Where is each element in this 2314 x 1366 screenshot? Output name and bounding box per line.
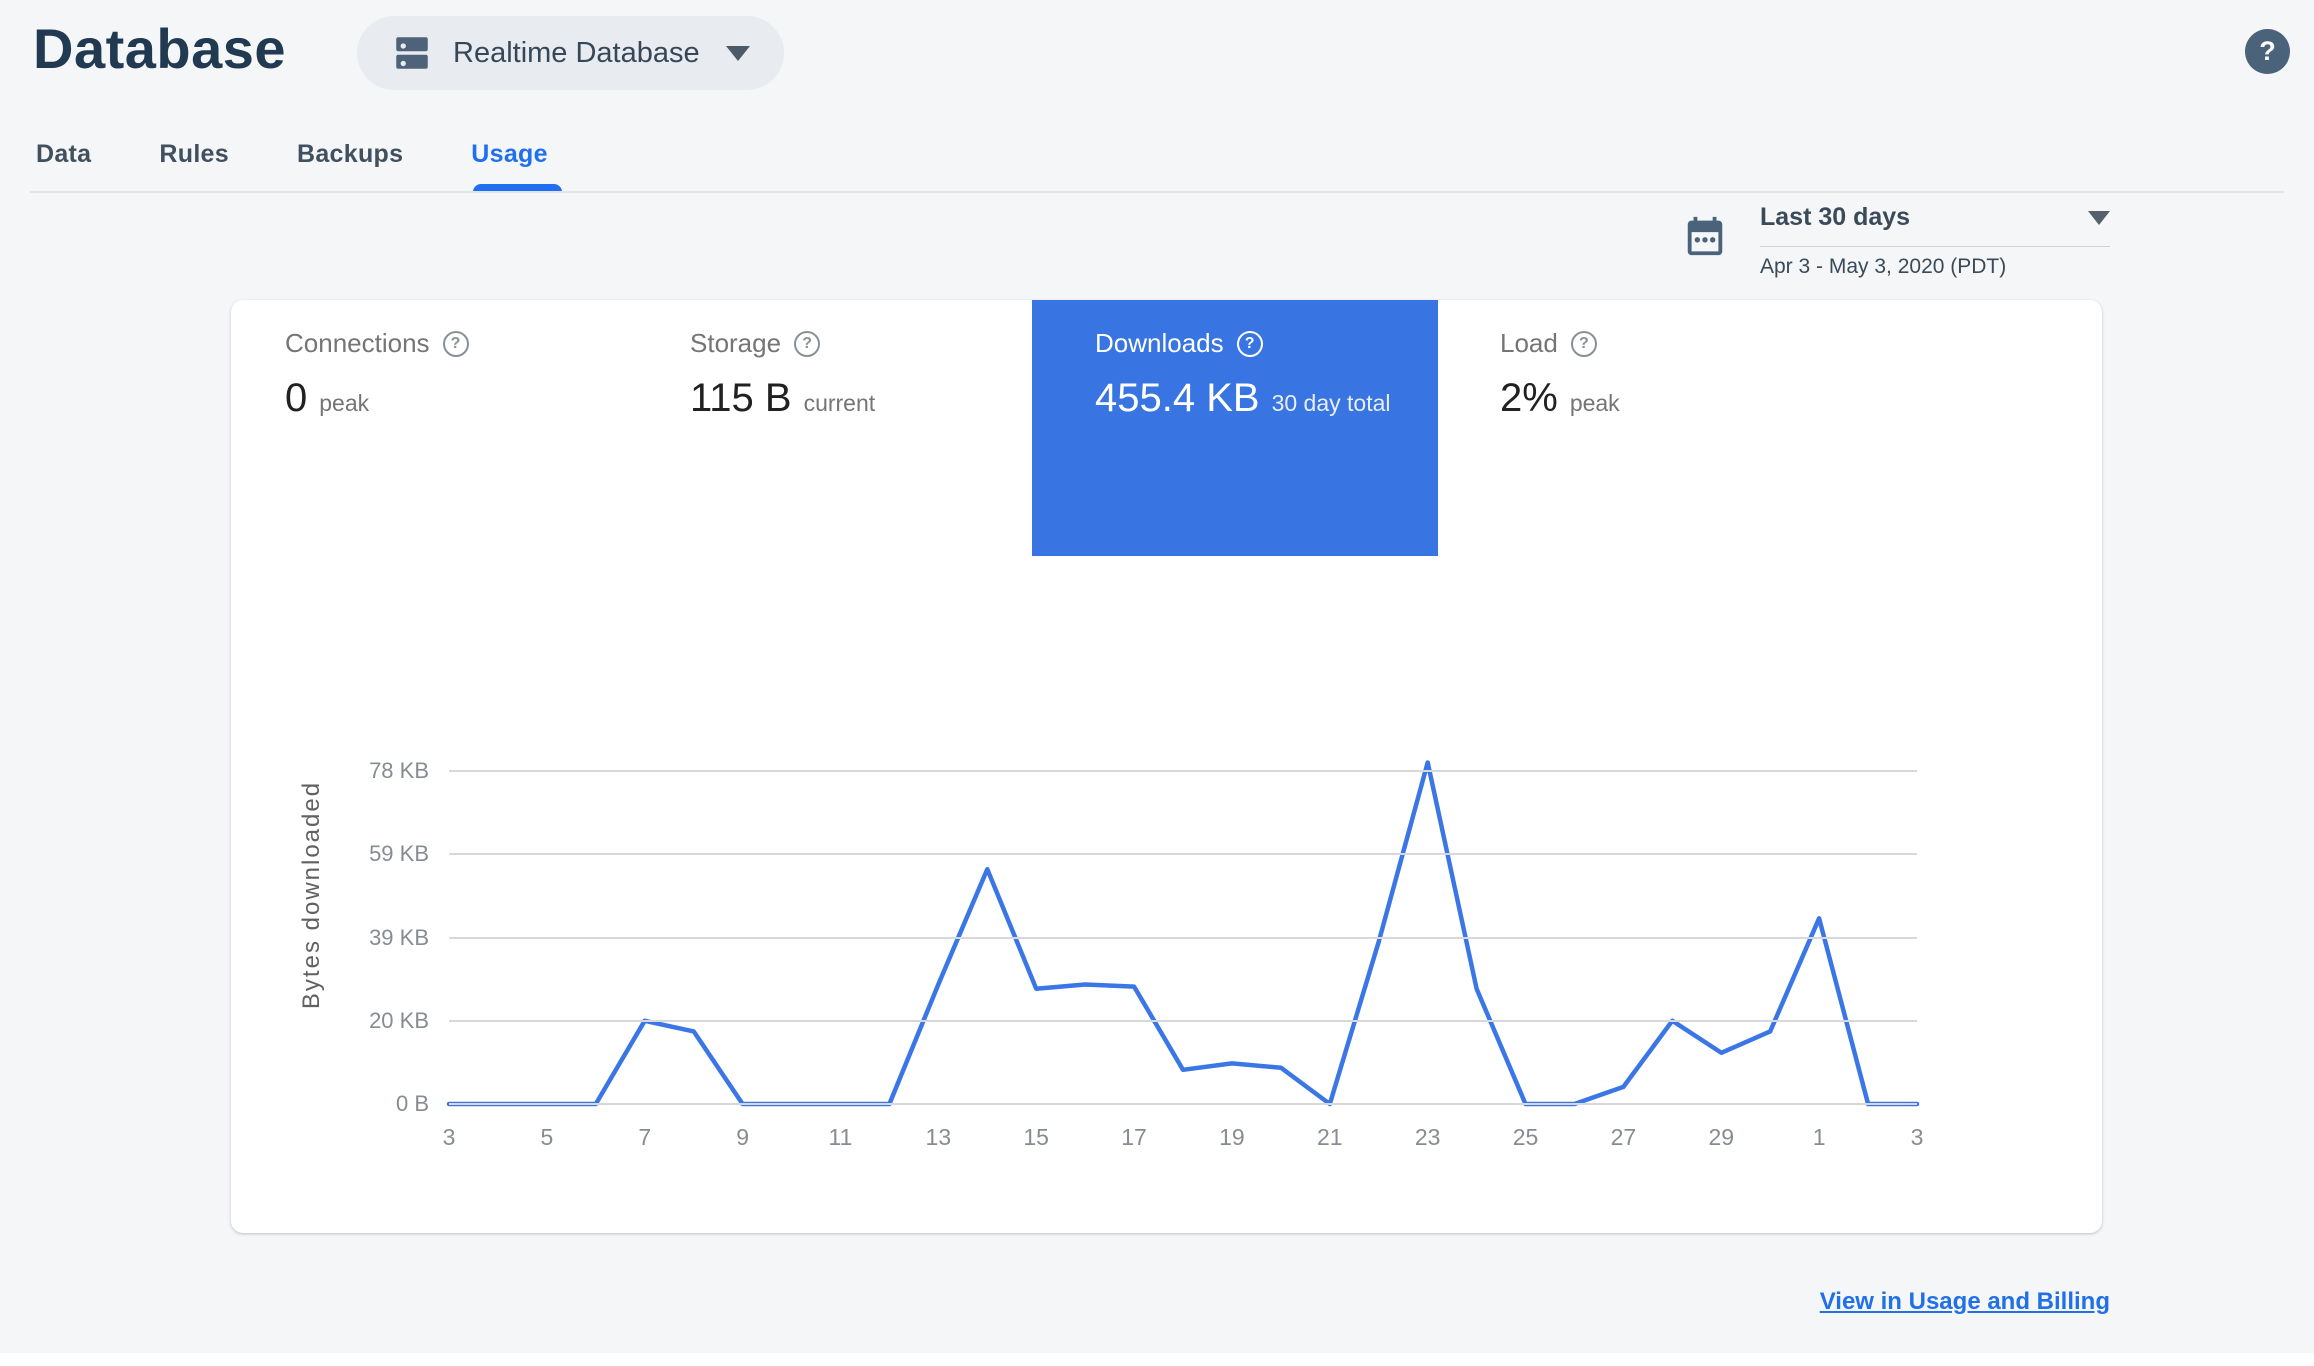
gridline [449,770,1917,772]
metric-value-row: 455.4 KB 30 day total [1095,376,1391,421]
metric-value: 455.4 KB [1095,376,1260,420]
metric-value-row: 115 B current [690,376,875,421]
tab-bar: Data Rules Backups Usage [36,140,548,169]
tab-data[interactable]: Data [36,140,92,168]
y-axis-tick-label: 20 KB [369,1007,429,1033]
date-range-dropdown[interactable]: Last 30 days [1760,203,2110,232]
chart-line [446,760,1920,1107]
x-axis-tick-label: 17 [1121,1124,1147,1150]
x-axis-tick-label: 19 [1219,1124,1245,1150]
metric-label: Connections ? [285,328,469,359]
calendar-icon [1682,212,1728,265]
x-axis-tick-label: 1 [1812,1124,1826,1150]
help-button[interactable]: ? [2245,29,2290,74]
y-axis-tick-label: 0 B [395,1091,429,1116]
page-title: Database [33,17,287,80]
x-axis-tick-label: 29 [1708,1124,1735,1150]
metric-suffix: peak [1569,390,1620,416]
y-axis-tick-label: 59 KB [369,841,429,867]
metric-value: 2% [1500,376,1558,420]
gridline [449,1019,1917,1022]
view-usage-billing-link[interactable]: View in Usage and Billing [1819,1288,2110,1315]
x-axis-tick-label: 15 [1023,1124,1049,1150]
help-icon[interactable]: ? [442,330,469,357]
bottom-strip [0,1353,2314,1366]
x-axis-tick-label: 7 [638,1124,652,1150]
x-axis-tick-label: 3 [442,1124,456,1150]
database-selector-button[interactable]: Realtime Database [357,16,784,90]
x-axis-tick-label: 21 [1317,1124,1343,1150]
metric-value: 115 B [690,376,792,420]
metric-value-row: 0 peak [285,376,369,421]
x-axis-tick-label: 13 [925,1124,952,1150]
metric-load[interactable]: Load ? 2% peak [1437,300,1843,556]
database-icon [391,32,433,74]
tab-backups[interactable]: Backups [296,140,404,168]
tab-usage[interactable]: Usage [471,140,548,168]
usage-card: Connections ? 0 peak Storage ? 115 B cur… [231,300,2102,1233]
x-axis-tick-label: 9 [736,1124,749,1150]
metric-connections[interactable]: Connections ? 0 peak [231,300,637,556]
metric-value-row: 2% peak [1500,376,1620,421]
metric-downloads-selected[interactable]: Downloads ? 455.4 KB 30 day total [1032,300,1438,556]
x-axis-tick-label: 5 [540,1124,554,1150]
metric-label: Downloads ? [1095,328,1263,359]
database-selector-label: Realtime Database [453,36,700,69]
tab-rules[interactable]: Rules [159,140,229,168]
metric-label: Load ? [1500,328,1597,359]
metric-suffix: peak [319,390,370,416]
y-axis-tick-label: 78 KB [369,758,429,783]
x-axis-tick-label: 23 [1414,1124,1441,1150]
help-icon[interactable]: ? [1236,330,1263,357]
x-axis-tick-label: 3 [1910,1124,1924,1150]
gridline [449,853,1917,856]
downloads-line-chart: Bytes downloaded 0 B 20 KB 39 KB 59 KB 78 KB… [231,300,2102,1233]
chevron-down-icon [725,45,750,61]
x-axis-tick-label: 11 [828,1124,853,1150]
metric-value: 0 [285,376,308,420]
tab-divider [30,191,2284,193]
metric-suffix: 30 day total [1271,390,1391,416]
date-range-detail: Apr 3 - May 3, 2020 (PDT) [1760,255,2007,278]
date-range-preset: Last 30 days [1760,203,1911,231]
metric-storage[interactable]: Storage ? 115 B current [627,300,1033,556]
help-icon[interactable]: ? [1570,330,1597,357]
metric-suffix: current [803,390,876,416]
active-tab-indicator [473,184,562,193]
date-range-divider [1760,246,2110,247]
metric-label: Storage ? [690,328,821,359]
gridline [449,936,1917,939]
x-axis-tick-label: 27 [1610,1124,1637,1150]
help-icon[interactable]: ? [794,330,821,357]
help-glyph: ? [2259,36,2276,66]
y-axis-title: Bytes downloaded [298,780,325,1010]
chevron-down-icon [2088,210,2110,225]
y-axis-tick-label: 39 KB [369,924,429,950]
gridline [449,1103,1917,1105]
x-axis-tick-label: 25 [1512,1124,1539,1150]
